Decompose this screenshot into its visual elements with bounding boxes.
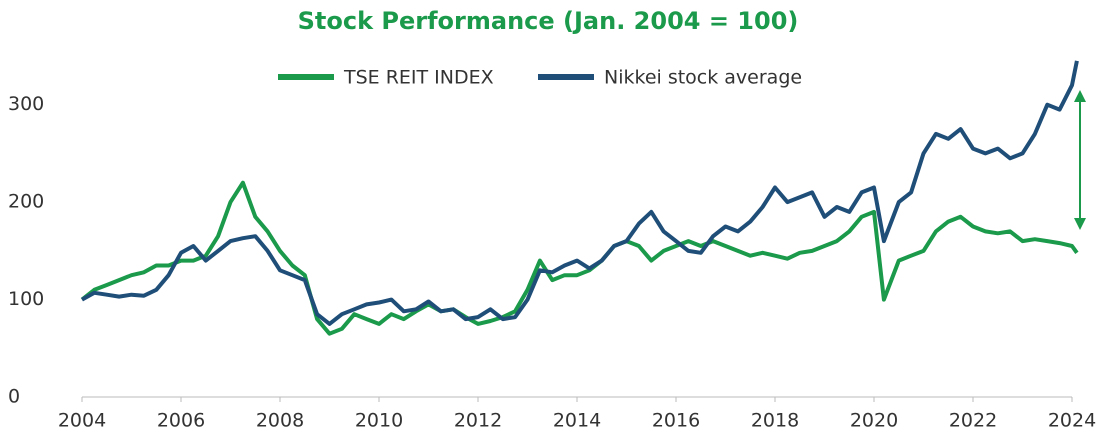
series-line <box>80 180 1079 336</box>
x-tick-label: 2010 <box>355 410 403 432</box>
x-tick-label: 2020 <box>850 410 898 432</box>
x-tick-label: 2008 <box>256 410 304 432</box>
x-tick-label: 2024 <box>1048 410 1096 432</box>
x-tick-label: 2006 <box>157 410 205 432</box>
x-tick-label: 2014 <box>553 410 601 432</box>
x-tick-label: 2012 <box>454 410 502 432</box>
x-tick-label: 2004 <box>58 410 106 432</box>
x-tick-label: 2022 <box>949 410 997 432</box>
range-arrow <box>1074 90 1086 230</box>
y-tick-label: 200 <box>8 191 44 213</box>
y-tick-label: 100 <box>8 288 44 310</box>
x-tick-label: 2016 <box>652 410 700 432</box>
series-line <box>81 60 1079 326</box>
y-tick-label: 0 <box>8 386 20 408</box>
legend-label: Nikkei stock average <box>604 67 802 89</box>
legend-label: TSE REIT INDEX <box>343 67 494 89</box>
y-tick-label: 300 <box>8 93 44 115</box>
chart-title: Stock Performance (Jan. 2004 = 100) <box>298 7 799 35</box>
x-tick-label: 2018 <box>751 410 799 432</box>
